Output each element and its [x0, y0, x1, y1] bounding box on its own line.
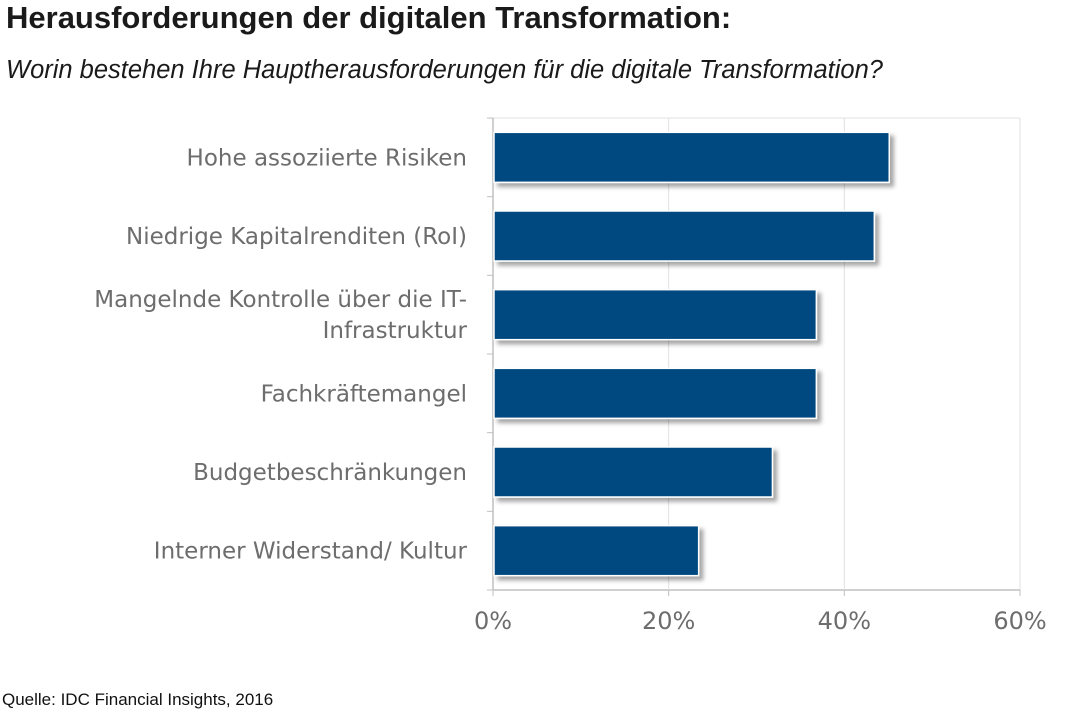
category-label: Infrastruktur	[323, 318, 468, 344]
tick-labels: 0% 20% 40% 60%	[474, 607, 1047, 635]
x-tick-label: 40%	[818, 607, 871, 635]
bars	[493, 131, 890, 577]
x-tick-label: 0%	[474, 607, 512, 635]
plot-frame	[492, 117, 1021, 591]
category-label: Hohe assoziierte Risiken	[187, 145, 467, 171]
source-note: Quelle: IDC Financial Insights, 2016	[2, 690, 274, 709]
x-tick-label: 60%	[993, 607, 1046, 635]
category-label: Interner Widerstand/ Kultur	[154, 539, 468, 565]
x-tick-label: 20%	[642, 607, 695, 635]
bar	[493, 446, 774, 498]
grid-lines	[487, 117, 1021, 596]
bar	[493, 288, 818, 341]
category-label: Budgetbeschränkungen	[193, 460, 467, 486]
category-label: Fachkräftemangel	[261, 381, 467, 407]
category-labels: Hohe assoziierte Risiken Niedrige Kapital…	[94, 145, 467, 564]
bar	[493, 367, 818, 420]
bar	[493, 131, 890, 184]
category-label: Niedrige Kapitalrenditen (RoI)	[126, 224, 467, 250]
bar	[493, 210, 876, 262]
bar	[493, 524, 700, 577]
category-label: Mangelnde Kontrolle über die IT-	[94, 287, 467, 313]
chart-title: Herausforderungen der digitalen Transfor…	[6, 0, 732, 35]
chart-subtitle: Worin bestehen Ihre Hauptherausforderung…	[6, 56, 883, 84]
